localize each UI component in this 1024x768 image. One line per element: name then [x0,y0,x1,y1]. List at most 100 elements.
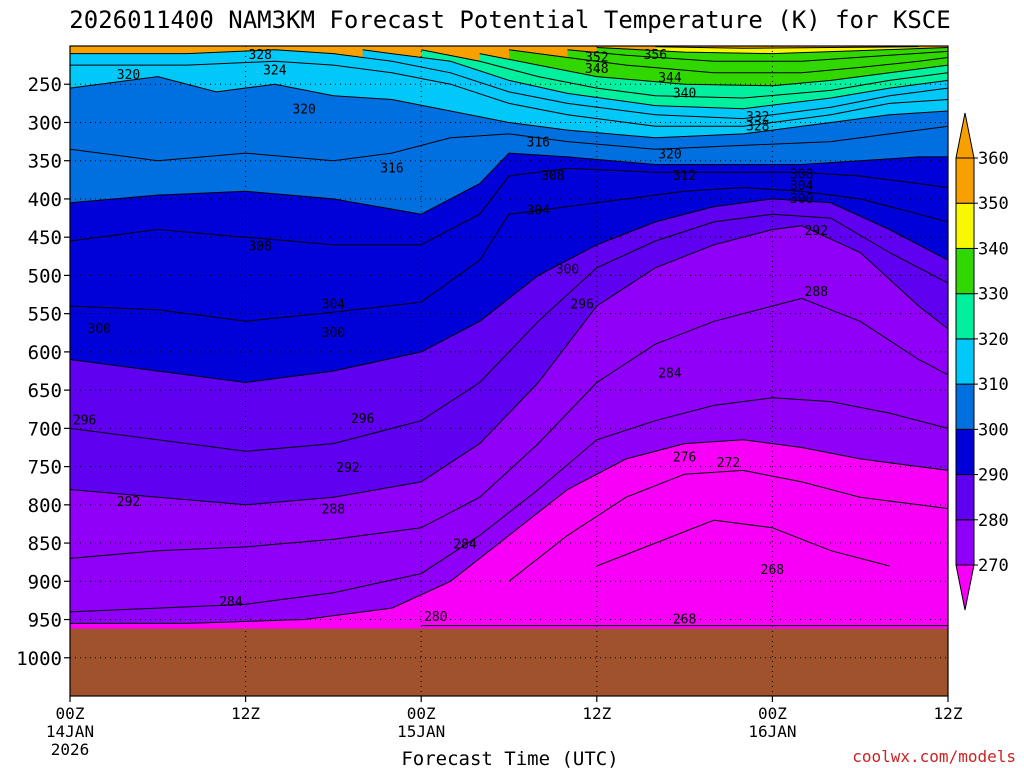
contour-label: 292 [336,461,359,476]
contour-label: 300 [322,326,345,341]
y-tick-label: 750 [28,457,62,479]
contour-label: 280 [424,610,447,625]
contour-label: 320 [117,68,140,83]
contour-label: 320 [658,148,681,163]
x-tick-label: 12Z [231,704,260,723]
contour-label: 288 [805,285,828,300]
plot-area [70,46,948,696]
isentrope-348 [567,49,948,62]
contour-label: 300 [88,322,111,337]
colorbar-segment [955,293,975,340]
x-axis-label: Forecast Time (UTC) [401,748,618,768]
colorbar-label: 330 [978,285,1009,305]
contour-label: 304 [790,179,814,194]
colorbar-label: 340 [978,239,1009,259]
y-tick-label: 550 [28,304,62,326]
contour-label: 348 [585,62,608,77]
contour-label: 272 [717,456,740,471]
x-tick-sublabel: 16JAN [748,722,796,741]
contour-label: 312 [673,169,696,184]
isentrope-316 [70,125,948,162]
isentrope-296 [70,213,948,452]
y-tick-label: 650 [28,380,62,402]
y-tick-label: 350 [28,151,62,173]
x-tick-sublabel: 2026 [51,740,90,759]
y-tick-label: 850 [28,533,62,555]
contour-label: 332 [746,110,769,125]
contour-label: 328 [746,119,769,134]
isentrope-276 [508,469,948,582]
pressure-axis: 250 300 350 400 450 500 550 600 650 700 750 800 850 9… [16,74,70,670]
colorbar-segment [955,383,975,430]
isentrope-272 [596,519,890,567]
contour-label: 276 [673,450,696,465]
y-tick-label: 600 [28,342,62,364]
colorbar-max-triangle [955,112,975,159]
isentrope-284 [70,397,948,613]
isentrope-344 [508,49,948,74]
x-tick-label: 00Z [407,704,436,723]
contour-label: 296 [570,297,593,312]
isentrope-300 [70,198,948,384]
x-tick-label: 12Z [934,704,963,723]
colorbar-label: 280 [978,511,1009,531]
contour-label: 308 [790,167,813,182]
isentrope-352 [596,47,948,55]
isentrope-312 [70,152,948,215]
colorbar-segment [955,428,975,476]
colorbar-segment [955,157,975,204]
colorbar-label: 290 [978,466,1009,486]
contour-label: 304 [322,297,346,312]
colorbar-segment [955,338,975,385]
isentrope-280 [70,439,948,624]
contour-label: 316 [527,135,550,150]
contour-label: 292 [117,495,140,510]
contour-label: 268 [673,613,696,628]
colorbar-segment [955,474,975,521]
contour-label: 352 [585,50,608,65]
isentrope-336 [421,49,948,99]
isentrope-324 [70,60,948,127]
colorbar-label: 300 [978,420,1009,440]
colorbar: 270 280 290 300 310 320 330 340 350 360 [955,112,1009,611]
x-tick-label: 00Z [758,704,787,723]
chart-title: 2026011400 NAM3KM Forecast Potential Tem… [69,6,950,34]
isentrope-356 [655,46,919,49]
colorbar-label: 350 [978,194,1009,214]
x-tick-label: 12Z [582,704,611,723]
isentrope-340 [479,53,948,87]
isentrope-304 [70,186,948,322]
y-tick-label: 700 [28,418,62,440]
contour-label: 316 [380,161,403,176]
grid-lines [70,46,948,696]
contour-label: 356 [644,48,667,63]
y-tick-label: 950 [28,610,62,632]
contour-label: 324 [263,63,287,78]
colorbar-segment [955,247,975,295]
y-tick-label: 900 [28,571,62,593]
colorbar-label: 270 [978,556,1009,576]
contour-label: 284 [219,595,243,610]
contour-label: 308 [248,239,271,254]
isentrope-320 [70,76,948,139]
ground-fill [70,628,948,696]
colorbar-label: 320 [978,330,1009,350]
y-tick-label: 300 [28,112,62,134]
x-tick-sublabel: 15JAN [397,722,445,741]
colorbar-segment [955,519,975,566]
colorbar-min-triangle [955,564,975,611]
contour-label: 308 [541,169,564,184]
contour-label: 284 [453,538,477,553]
contour-label: 304 [527,203,551,218]
watermark: coolwx.com/models [852,747,1016,766]
isentrope-328 [70,49,948,120]
contour-label: 300 [556,262,579,277]
y-tick-label: 450 [28,227,62,249]
contour-label: 344 [658,71,682,86]
y-tick-label: 250 [28,74,62,96]
contour-label: 320 [292,102,315,117]
contour-label: 296 [351,412,374,427]
